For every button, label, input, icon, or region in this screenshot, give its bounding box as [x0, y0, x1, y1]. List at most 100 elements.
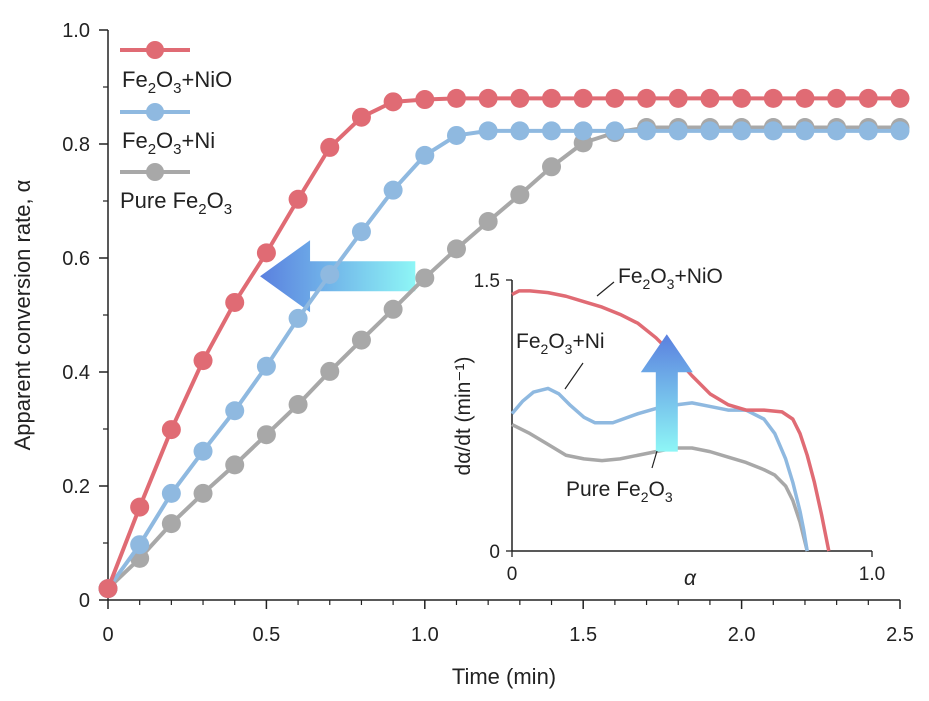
- data-point-nio: [161, 420, 181, 440]
- data-point-pure: [320, 361, 340, 381]
- data-point-nio: [130, 497, 150, 517]
- y-tick-label: 0.4: [62, 362, 90, 384]
- data-point-ni: [668, 121, 688, 141]
- data-point-ni: [130, 535, 150, 555]
- data-point-ni: [795, 121, 815, 141]
- main-x-axis-title: Time (min): [452, 664, 556, 689]
- legend-marker-ni: [146, 103, 164, 121]
- data-point-ni: [827, 121, 847, 141]
- legend-marker-pure: [146, 163, 164, 181]
- x-tick-label: 0: [102, 624, 113, 646]
- data-point-ni: [288, 308, 308, 328]
- data-point-nio: [605, 88, 625, 108]
- data-point-nio: [193, 351, 213, 371]
- inset-label-ni: Fe2O3+Ni: [516, 330, 605, 357]
- data-point-nio: [320, 137, 340, 157]
- data-point-pure: [193, 483, 213, 503]
- data-point-nio: [858, 88, 878, 108]
- y-tick-label: 1.0: [62, 20, 90, 42]
- data-point-nio: [288, 189, 308, 209]
- data-point-pure: [510, 185, 530, 205]
- data-point-pure: [161, 514, 181, 534]
- inset-series-line-nio: [511, 289, 831, 552]
- data-point-nio: [446, 88, 466, 108]
- data-point-pure: [478, 212, 498, 232]
- data-point-pure: [256, 425, 276, 445]
- data-point-ni: [161, 483, 181, 503]
- inset-background: [508, 277, 872, 551]
- legend-label-pure: Pure Fe2O3: [120, 188, 232, 218]
- data-point-ni: [605, 121, 625, 141]
- data-point-ni: [446, 125, 466, 145]
- data-point-pure: [415, 268, 435, 288]
- y-tick-label: 0.6: [62, 248, 90, 270]
- main-plot: 0 0.5 1.0 1.5 2.0 2.5 0 0.2 0.4 0.6 0.8 1.0 Time (m…: [10, 20, 914, 689]
- data-point-nio: [98, 579, 118, 599]
- legend-entry-nio: Fe2O3+NiO: [120, 41, 232, 97]
- data-point-pure: [225, 455, 245, 475]
- legend-label-ni: Fe2O3+Ni: [122, 128, 215, 158]
- inset-leader-ni: [564, 362, 584, 390]
- main-y-axis-title: Apparent conversion rate, α: [10, 179, 35, 450]
- inset-leader-nio: [596, 281, 615, 297]
- data-point-pure: [542, 157, 562, 177]
- data-point-ni: [383, 180, 403, 200]
- y-tick-label: 0: [79, 590, 90, 612]
- data-point-nio: [351, 107, 371, 127]
- inset-y-tick-label: 1.5: [474, 271, 500, 292]
- x-tick-label: 2.0: [728, 624, 756, 646]
- x-tick-label: 2.5: [886, 624, 914, 646]
- inset-y-tick-label: 0: [489, 542, 500, 563]
- legend-entry-ni: Fe2O3+Ni: [120, 103, 215, 158]
- inset-x-tick-label: 1.0: [859, 564, 885, 585]
- data-point-nio: [478, 88, 498, 108]
- data-point-pure: [383, 299, 403, 319]
- increase-up-arrow: [640, 334, 693, 452]
- data-point-ni: [700, 121, 720, 141]
- series-nio: [98, 88, 910, 599]
- data-point-nio: [383, 92, 403, 112]
- data-point-ni: [478, 121, 498, 141]
- series-ni: [98, 121, 910, 599]
- data-point-nio: [668, 88, 688, 108]
- x-tick-label: 0.5: [252, 624, 280, 646]
- y-tick-label: 0.8: [62, 134, 90, 156]
- inset-x-tick-label: 0: [507, 564, 518, 585]
- inset-label-pure: Pure Fe2O3: [566, 478, 673, 505]
- data-point-ni: [320, 265, 340, 285]
- data-point-nio: [256, 243, 276, 263]
- data-point-ni: [858, 121, 878, 141]
- x-tick-label: 1.5: [569, 624, 597, 646]
- data-point-nio: [573, 88, 593, 108]
- data-point-ni: [193, 441, 213, 461]
- data-point-ni: [256, 356, 276, 376]
- inset-leader-pure: [651, 450, 658, 469]
- data-point-nio: [510, 88, 530, 108]
- data-point-pure: [288, 394, 308, 414]
- increase-up-arrow-shape: [640, 334, 693, 452]
- inset-y-axis-title: dα/dt (min⁻¹): [452, 357, 475, 476]
- data-point-nio: [700, 88, 720, 108]
- inset-series-line-pure: [511, 422, 809, 552]
- data-point-nio: [890, 88, 910, 108]
- data-point-ni: [415, 145, 435, 165]
- data-point-ni: [763, 121, 783, 141]
- data-point-ni: [510, 121, 530, 141]
- inset-x-axis-title: α: [684, 567, 697, 590]
- legend-entry-pure: Pure Fe2O3: [120, 163, 232, 218]
- data-point-ni: [542, 121, 562, 141]
- x-tick-label: 1.0: [411, 624, 439, 646]
- data-point-ni: [573, 121, 593, 141]
- data-point-nio: [763, 88, 783, 108]
- data-point-ni: [890, 121, 910, 141]
- legend: Fe2O3+NiO Fe2O3+Ni Pure Fe2O3: [120, 41, 232, 218]
- data-point-pure: [446, 239, 466, 259]
- data-point-nio: [795, 88, 815, 108]
- data-point-ni: [351, 222, 371, 242]
- legend-marker-nio: [146, 41, 164, 59]
- y-tick-label: 0.2: [62, 476, 90, 498]
- data-point-pure: [351, 330, 371, 350]
- data-point-nio: [732, 88, 752, 108]
- main-series-group: [98, 88, 910, 599]
